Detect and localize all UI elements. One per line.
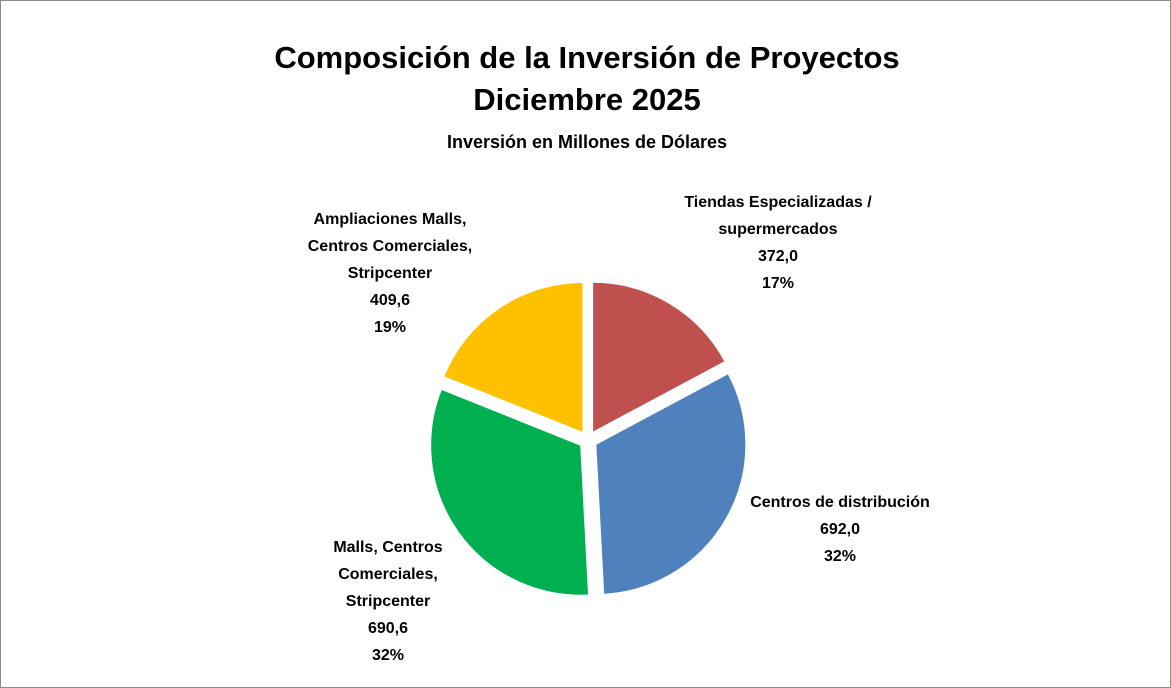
chart-title: Composición de la Inversión de Proyectos <box>274 40 899 75</box>
pie-slice <box>430 388 590 596</box>
pie-slice <box>595 373 747 595</box>
slice-label: Stripcenter <box>348 265 432 282</box>
slice-label: Comerciales, <box>338 566 438 583</box>
value-label: 372,0 <box>758 248 798 265</box>
value-label: 409,6 <box>370 292 410 309</box>
percent-label: 17% <box>762 275 794 292</box>
pie-slice <box>592 281 726 434</box>
pie-slice <box>443 282 584 434</box>
slice-label: Malls, Centros <box>333 539 442 556</box>
percent-label: 32% <box>824 548 856 565</box>
slice-label: Tiendas Especializadas / <box>684 194 872 211</box>
value-label: 692,0 <box>820 521 860 538</box>
percent-label: 19% <box>374 319 406 336</box>
percent-label: 32% <box>372 647 404 664</box>
slice-label: Stripcenter <box>346 593 430 610</box>
slice-label: supermercados <box>718 221 837 238</box>
slice-label: Ampliaciones Malls, <box>314 211 467 228</box>
slice-label: Centros de distribución <box>750 494 930 511</box>
chart-title: Diciembre 2025 <box>473 82 700 117</box>
value-label: 690,6 <box>368 620 408 637</box>
slice-label: Centros Comerciales, <box>308 238 473 255</box>
chart-subtitle: Inversión en Millones de Dólares <box>447 132 727 152</box>
